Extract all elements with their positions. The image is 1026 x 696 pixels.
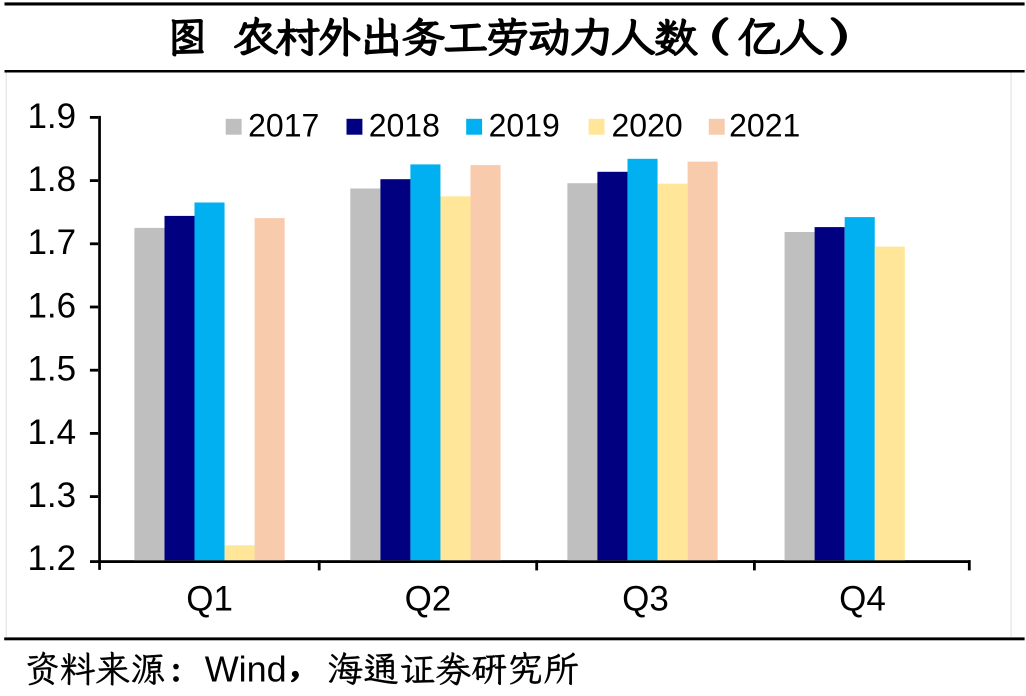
svg-text:2021: 2021 bbox=[729, 108, 800, 144]
svg-text:1.5: 1.5 bbox=[27, 350, 76, 389]
svg-text:1.8: 1.8 bbox=[27, 160, 76, 199]
svg-text:2018: 2018 bbox=[369, 108, 440, 144]
svg-text:1.4: 1.4 bbox=[27, 413, 76, 452]
svg-text:2019: 2019 bbox=[489, 108, 560, 144]
svg-text:2020: 2020 bbox=[612, 108, 683, 144]
svg-text:Q1: Q1 bbox=[186, 579, 233, 618]
svg-text:Q3: Q3 bbox=[622, 579, 669, 618]
svg-text:Q4: Q4 bbox=[839, 579, 886, 618]
svg-text:Wind: Wind bbox=[205, 648, 287, 689]
svg-text:Q2: Q2 bbox=[405, 579, 452, 618]
svg-text:2017: 2017 bbox=[248, 108, 319, 144]
svg-text:1.9: 1.9 bbox=[27, 97, 76, 136]
svg-text:1.3: 1.3 bbox=[27, 476, 76, 515]
svg-text:1.6: 1.6 bbox=[27, 286, 76, 325]
svg-text:1.7: 1.7 bbox=[27, 223, 76, 262]
svg-text:1.2: 1.2 bbox=[27, 539, 76, 578]
